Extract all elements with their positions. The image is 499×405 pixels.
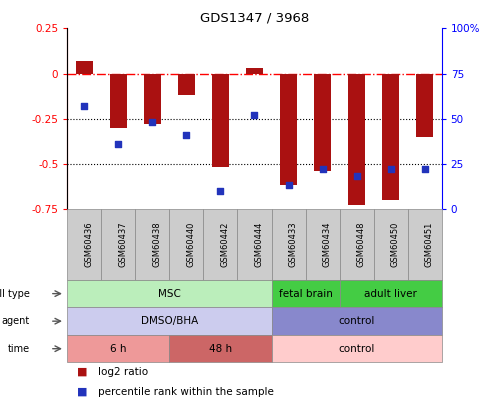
Text: GSM60433: GSM60433 bbox=[288, 222, 297, 267]
Bar bbox=[110, 74, 127, 128]
Text: GSM60434: GSM60434 bbox=[322, 222, 331, 267]
Point bbox=[387, 166, 395, 173]
Text: GSM60440: GSM60440 bbox=[187, 222, 196, 267]
Text: time: time bbox=[8, 344, 30, 354]
Text: GSM60442: GSM60442 bbox=[221, 222, 230, 267]
Point bbox=[217, 188, 225, 194]
Text: ■: ■ bbox=[77, 367, 88, 377]
Text: control: control bbox=[338, 344, 375, 354]
Text: GSM60451: GSM60451 bbox=[425, 222, 434, 267]
Point bbox=[183, 132, 191, 138]
Text: log2 ratio: log2 ratio bbox=[98, 367, 148, 377]
Text: GSM60450: GSM60450 bbox=[391, 222, 400, 267]
Bar bbox=[382, 74, 399, 200]
Text: GDS1347 / 3968: GDS1347 / 3968 bbox=[200, 11, 309, 24]
Text: 48 h: 48 h bbox=[209, 344, 232, 354]
Text: MSC: MSC bbox=[158, 289, 181, 298]
Text: 6 h: 6 h bbox=[110, 344, 127, 354]
Text: adult liver: adult liver bbox=[364, 289, 417, 298]
Bar bbox=[416, 74, 433, 137]
Text: control: control bbox=[338, 316, 375, 326]
Bar bbox=[212, 74, 229, 167]
Text: ■: ■ bbox=[77, 386, 88, 396]
Text: GSM60437: GSM60437 bbox=[118, 222, 127, 267]
Text: cell type: cell type bbox=[0, 289, 30, 298]
Bar bbox=[280, 74, 297, 185]
Text: DMSO/BHA: DMSO/BHA bbox=[141, 316, 198, 326]
Bar bbox=[76, 61, 93, 74]
Bar bbox=[348, 74, 365, 205]
Point bbox=[284, 182, 292, 189]
Text: percentile rank within the sample: percentile rank within the sample bbox=[98, 386, 274, 396]
Text: agent: agent bbox=[1, 316, 30, 326]
Text: GSM60436: GSM60436 bbox=[84, 222, 93, 267]
Bar bbox=[144, 74, 161, 124]
Bar bbox=[314, 74, 331, 171]
Bar bbox=[178, 74, 195, 95]
Point bbox=[250, 112, 258, 118]
Text: GSM60448: GSM60448 bbox=[357, 222, 366, 267]
Point bbox=[318, 166, 326, 173]
Point bbox=[353, 173, 361, 180]
Point bbox=[80, 103, 88, 109]
Text: GSM60444: GSM60444 bbox=[254, 222, 263, 267]
Point bbox=[421, 166, 429, 173]
Text: GSM60438: GSM60438 bbox=[152, 222, 161, 267]
Text: fetal brain: fetal brain bbox=[278, 289, 332, 298]
Point bbox=[148, 119, 156, 126]
Bar bbox=[246, 68, 263, 74]
Point bbox=[114, 141, 122, 147]
